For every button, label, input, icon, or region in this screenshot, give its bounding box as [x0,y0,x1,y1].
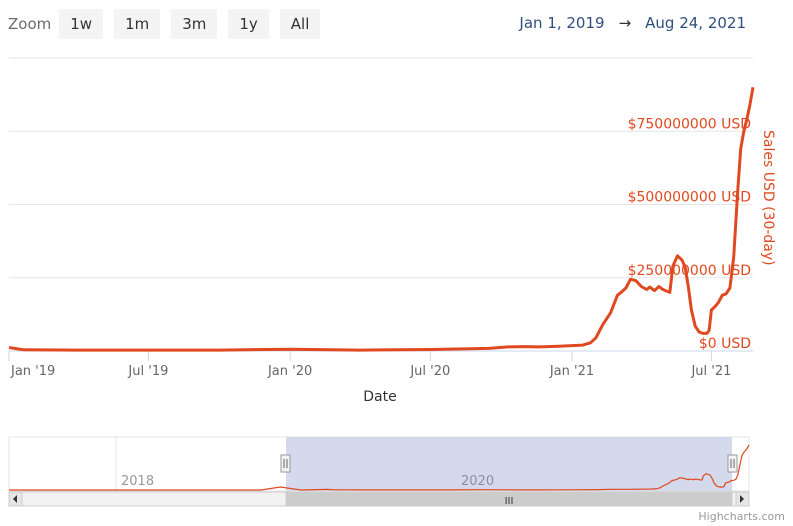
x-tick-label: Jul '21 [690,364,731,379]
scrollbar[interactable]: III [8,491,750,507]
x-tick-label: Jul '19 [127,364,168,379]
zoom-toolbar: Zoom 1w 1m 3m 1y All [8,9,331,39]
zoom-all-button[interactable]: All [279,9,321,39]
range-from[interactable]: Jan 1, 2019 [519,14,605,32]
y-tick-label: $250000000 USD [628,263,751,279]
zoom-label: Zoom [8,15,52,33]
highcharts-credits[interactable]: Highcharts.com [698,510,785,523]
x-tick-label: Jan '19 [10,364,55,379]
x-tick-label: Jan '21 [549,364,594,379]
scrollbar-grip-icon: III [505,496,514,507]
y-axis-labels: $0 USD $250000000 USD $500000000 USD $75000… [628,116,751,352]
range-to[interactable]: Aug 24, 2021 [645,14,746,32]
x-axis-ticks: Jan '19 Jul '19 Jan '20 Jul '20 Jan '21 Jul '… [8,350,753,379]
navigator-selected-range[interactable] [286,437,732,491]
zoom-1y-button[interactable]: 1y [228,9,269,39]
navigator-label-2020: 2020 [461,474,494,489]
navigator-right-handle[interactable] [727,454,738,473]
zoom-3m-button[interactable]: 3m [171,9,218,39]
x-tick-label: Jan '20 [267,364,312,379]
navigator-label-2018: 2018 [121,474,154,489]
zoom-1w-button[interactable]: 1w [59,9,104,39]
x-axis-title: Date [363,389,396,405]
y-axis-title: Sales USD (30-day) [760,130,776,266]
y-tick-label: $0 USD [699,336,751,352]
series-line [8,87,755,352]
scroll-left-arrow-icon [13,495,17,503]
date-range: Jan 1, 2019 → Aug 24, 2021 [519,14,746,32]
scrollbar-thumb[interactable] [285,491,733,507]
y-tick-label: $750000000 USD [628,116,751,132]
zoom-1m-button[interactable]: 1m [114,9,161,39]
navigator[interactable]: 2018 2020 [8,436,750,492]
range-arrow: → [618,14,632,32]
navigator-series-line [9,444,750,491]
x-tick-label: Jul '20 [409,364,450,379]
navigator-left-handle[interactable] [280,454,291,473]
scroll-right-arrow-icon [740,495,744,503]
y-tick-label: $500000000 USD [628,190,751,206]
